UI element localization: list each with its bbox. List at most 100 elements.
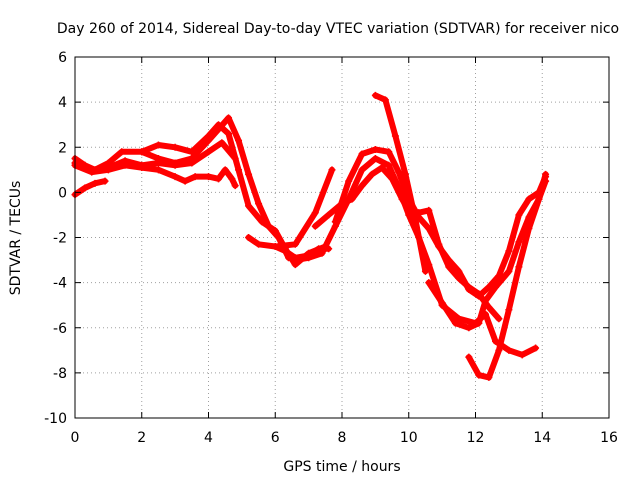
data-point-marker	[515, 263, 523, 271]
data-point-marker	[345, 177, 353, 185]
data-point-marker	[228, 175, 236, 183]
y-tick-label: 0	[58, 185, 67, 201]
tick-marks	[74, 56, 610, 419]
data-point-marker	[425, 224, 433, 232]
data-point-marker	[435, 243, 443, 251]
data-point-marker	[358, 150, 366, 158]
data-point-marker	[518, 351, 526, 359]
data-point-marker	[275, 234, 283, 241]
data-point-marker	[348, 195, 356, 203]
series-line-trace-4	[72, 162, 239, 189]
data-point-marker	[495, 315, 503, 323]
data-point-marker	[465, 285, 473, 293]
y-tick-label: -6	[53, 321, 67, 337]
data-point-marker	[271, 243, 279, 251]
data-point-marker	[398, 195, 406, 203]
data-point-marker	[281, 247, 289, 255]
data-point-marker	[451, 319, 459, 327]
y-tick-label: -4	[53, 276, 67, 292]
data-point-marker	[245, 234, 253, 241]
data-point-marker	[235, 136, 243, 144]
y-tick-label: 4	[58, 95, 67, 111]
x-tick-label: 16	[600, 430, 618, 446]
data-point-marker	[138, 148, 146, 156]
data-point-marker	[475, 319, 483, 327]
data-point-marker	[381, 96, 389, 104]
data-point-marker	[492, 337, 500, 345]
data-point-marker	[328, 166, 336, 174]
series-line-trace-10	[332, 146, 549, 300]
data-point-marker	[385, 161, 393, 169]
data-point-marker	[371, 155, 379, 163]
data-traces	[71, 91, 550, 381]
data-point-marker	[311, 209, 319, 217]
data-point-marker	[171, 143, 179, 151]
data-point-marker	[154, 141, 162, 149]
data-point-marker	[231, 182, 239, 190]
x-tick-labels: 0 2 4 6 8 10 12 14 16	[71, 430, 618, 446]
x-tick-label: 10	[400, 430, 418, 446]
data-point-marker	[391, 132, 399, 140]
data-point-marker	[358, 166, 366, 174]
data-point-marker	[218, 139, 226, 147]
data-point-marker	[395, 168, 403, 176]
data-point-marker	[265, 222, 273, 230]
data-point-marker	[91, 179, 99, 187]
series-line-trace-5	[138, 114, 292, 261]
data-point-marker	[88, 168, 96, 176]
data-point-marker	[358, 182, 366, 190]
series-line-trace-12	[425, 171, 549, 331]
data-point-marker	[465, 324, 473, 332]
data-point-marker	[318, 249, 326, 257]
data-point-marker	[378, 164, 386, 172]
data-point-marker	[525, 195, 533, 203]
data-point-marker	[485, 373, 493, 381]
data-point-marker	[101, 177, 109, 185]
data-point-marker	[445, 256, 453, 264]
data-point-marker	[118, 148, 126, 156]
data-point-marker	[542, 177, 550, 185]
x-tick-label: 2	[137, 430, 146, 446]
data-point-marker	[515, 238, 523, 246]
data-point-marker	[411, 215, 419, 223]
chart-title: Day 260 of 2014, Sidereal Day-to-day VTE…	[57, 21, 619, 37]
data-point-marker	[515, 211, 523, 219]
data-point-marker	[245, 202, 253, 210]
x-tick-label: 4	[204, 430, 213, 446]
data-point-marker	[121, 161, 129, 169]
series-line-trace-1	[72, 178, 108, 198]
data-point-marker	[81, 184, 89, 192]
data-point-marker	[421, 267, 429, 275]
x-tick-label: 14	[533, 430, 551, 446]
data-point-marker	[191, 173, 199, 181]
data-point-marker	[331, 218, 339, 226]
y-tick-label: -10	[44, 411, 67, 427]
data-point-marker	[475, 371, 483, 379]
data-point-marker	[215, 125, 223, 133]
data-point-marker	[215, 175, 223, 183]
data-point-marker	[235, 166, 243, 174]
data-point-marker	[231, 155, 239, 163]
data-point-marker	[188, 155, 196, 163]
data-point-marker	[385, 148, 393, 156]
data-point-marker	[425, 206, 433, 214]
y-tick-label: -8	[53, 366, 67, 382]
data-point-marker	[371, 146, 379, 154]
data-point-marker	[505, 346, 513, 354]
data-point-marker	[371, 91, 379, 99]
data-point-marker	[154, 155, 162, 163]
data-point-marker	[482, 297, 490, 305]
data-point-marker	[425, 279, 433, 287]
data-point-marker	[205, 136, 212, 144]
data-point-marker	[305, 254, 313, 262]
data-point-marker	[505, 267, 513, 275]
data-point-marker	[205, 148, 212, 156]
data-point-marker	[525, 224, 533, 232]
x-tick-label: 0	[71, 430, 80, 446]
data-point-marker	[221, 166, 229, 174]
data-point-marker	[181, 177, 189, 185]
data-point-marker	[465, 353, 473, 361]
data-point-marker	[475, 292, 483, 300]
data-point-marker	[505, 247, 513, 255]
